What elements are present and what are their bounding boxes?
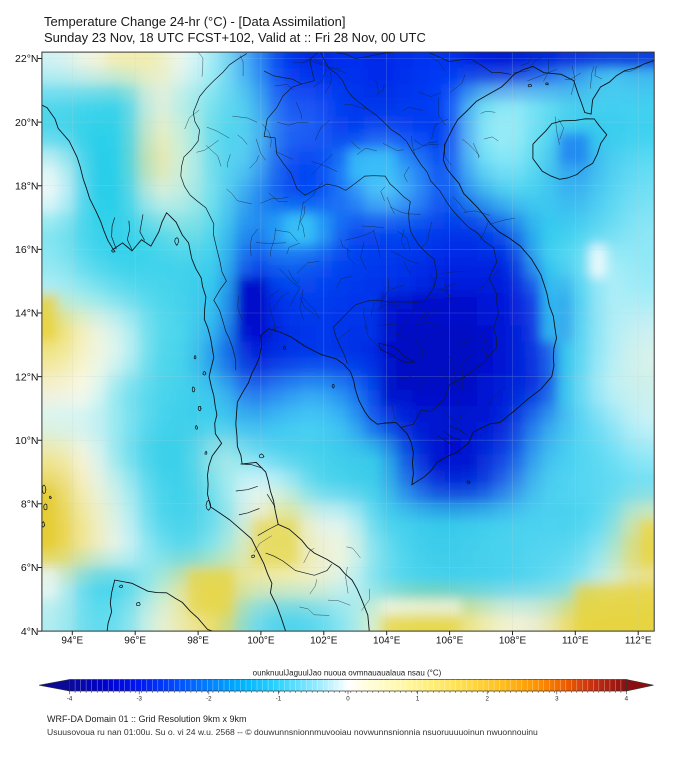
svg-text:18°N: 18°N bbox=[15, 180, 38, 192]
svg-text:-4: -4 bbox=[67, 696, 73, 703]
svg-text:-2: -2 bbox=[206, 696, 212, 703]
svg-text:110°E: 110°E bbox=[562, 636, 589, 647]
svg-text:-1: -1 bbox=[276, 696, 282, 703]
svg-text:1: 1 bbox=[416, 696, 420, 703]
svg-text:96°E: 96°E bbox=[124, 636, 146, 647]
svg-text:14°N: 14°N bbox=[15, 308, 38, 320]
svg-text:8°N: 8°N bbox=[21, 499, 39, 511]
svg-text:106°E: 106°E bbox=[436, 636, 464, 647]
svg-text:2: 2 bbox=[485, 696, 489, 703]
svg-text:4: 4 bbox=[625, 696, 629, 703]
svg-text:12°N: 12°N bbox=[15, 371, 38, 383]
svg-text:-3: -3 bbox=[136, 696, 142, 703]
svg-text:98°E: 98°E bbox=[187, 636, 209, 647]
svg-text:94°E: 94°E bbox=[61, 636, 83, 647]
svg-text:104°E: 104°E bbox=[373, 636, 401, 647]
svg-text:6°N: 6°N bbox=[21, 562, 39, 574]
svg-text:108°E: 108°E bbox=[499, 636, 527, 647]
svg-text:ounknuulJaguulJao nuoua ovmnau: ounknuulJaguulJao nuoua ovmnauaualaua ns… bbox=[253, 669, 442, 678]
svg-text:112°E: 112°E bbox=[625, 636, 652, 647]
svg-text:22°N: 22°N bbox=[15, 53, 38, 65]
svg-text:4°N: 4°N bbox=[21, 626, 39, 638]
svg-text:20°N: 20°N bbox=[15, 117, 38, 129]
svg-text:100°E: 100°E bbox=[247, 636, 275, 647]
svg-text:102°E: 102°E bbox=[310, 636, 338, 647]
svg-text:0: 0 bbox=[346, 696, 350, 703]
svg-text:10°N: 10°N bbox=[15, 435, 38, 447]
svg-text:16°N: 16°N bbox=[15, 244, 38, 256]
svg-text:3: 3 bbox=[555, 696, 559, 703]
